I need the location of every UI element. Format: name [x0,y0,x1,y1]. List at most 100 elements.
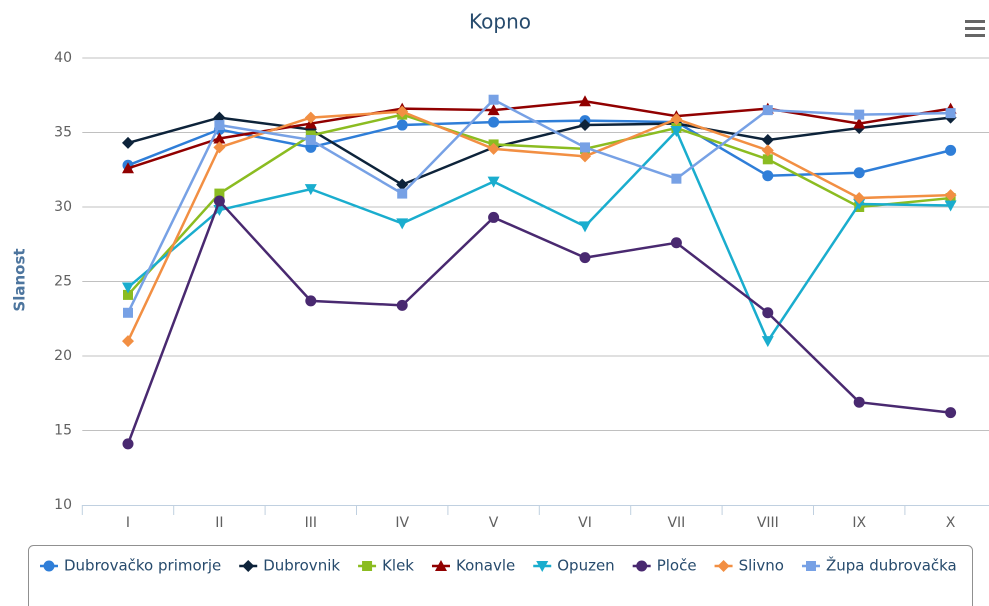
series-line [127,99,951,170]
legend-label: Konavle [456,557,515,575]
marker [579,221,591,233]
marker [854,109,865,120]
marker [304,111,317,124]
marker [487,142,500,155]
marker [488,94,499,105]
legend-label: Opuzen [557,557,614,575]
marker [213,141,226,154]
x-tick-label: IX [852,515,866,531]
marker [636,560,648,572]
menu-button[interactable] [965,20,985,37]
y-axis-title: Slanost [11,248,29,311]
legend-box [28,545,973,606]
marker [670,126,683,138]
marker [305,295,317,307]
marker [805,561,816,571]
x-tick-label: V [489,515,499,531]
marker [853,167,865,179]
chart-title: Kopno [469,10,531,34]
marker [396,218,409,230]
marker [580,142,590,153]
marker [762,307,774,319]
marker [717,560,730,572]
marker [123,289,133,300]
series-line [127,116,951,187]
marker [123,307,133,318]
legend-item[interactable]: Ploče [632,557,697,575]
x-tick-label: II [215,515,223,531]
marker [487,176,500,188]
marker [945,144,957,156]
series-line [127,113,951,296]
marker [853,117,866,129]
marker [853,192,866,205]
marker [213,195,225,207]
series-line [126,98,951,314]
series [122,126,957,348]
series [123,94,956,318]
marker [579,252,591,264]
marker [122,335,134,348]
legend-label: Ploče [657,557,697,575]
marker [214,120,225,131]
marker [213,132,226,144]
legend-label: Klek [382,557,414,575]
marker [762,154,773,165]
marker [761,133,774,146]
y-tick-label: 20 [54,348,72,364]
marker [762,170,774,182]
legend-item[interactable]: Dubrovnik [239,557,340,575]
series-line [126,198,951,445]
marker [434,560,447,571]
marker [214,188,225,199]
marker [122,438,134,450]
legend-item[interactable]: Opuzen [533,557,615,575]
menu-bar [965,20,985,23]
marker [945,108,956,119]
marker [944,189,957,202]
legend-label: Dubrovačko primorje [64,557,221,575]
marker [488,116,500,128]
series-line [127,128,951,344]
legend-item[interactable]: Konavle [431,557,515,575]
marker [122,136,134,149]
marker [671,173,682,184]
marker [762,105,773,116]
y-tick-label: 35 [54,125,72,141]
marker [670,237,682,249]
x-tick-label: VI [578,515,592,531]
legend-label: Dubrovnik [263,557,340,575]
x-tick-label: III [305,515,317,531]
marker [242,560,255,572]
y-tick-label: 40 [54,50,72,66]
x-tick-label: I [126,515,130,531]
marker [122,162,134,174]
series [122,195,957,450]
legend-item[interactable]: Slivno [714,557,784,575]
marker [43,560,55,572]
x-tick-label: X [946,515,956,531]
marker [579,150,591,163]
marker [853,199,866,211]
marker [396,178,409,191]
marker [304,184,317,196]
marker [397,188,408,199]
marker [362,561,373,571]
legend-item[interactable]: Klek [358,557,414,575]
y-tick-label: 30 [54,199,72,215]
x-tick-label: IV [395,515,409,531]
marker [122,282,134,294]
y-tick-label: 25 [54,274,72,290]
marker [396,299,408,311]
legend-item[interactable]: Župa dubrovačka [801,556,957,575]
legend-label: Župa dubrovačka [826,556,957,575]
y-tick-label: 15 [54,423,72,439]
marker [761,336,774,348]
marker [396,119,408,131]
marker [579,119,591,132]
marker [305,134,316,145]
x-tick-label: VIII [757,515,779,531]
legend-item[interactable]: Dubrovačko primorje [40,557,221,575]
marker [670,113,683,126]
